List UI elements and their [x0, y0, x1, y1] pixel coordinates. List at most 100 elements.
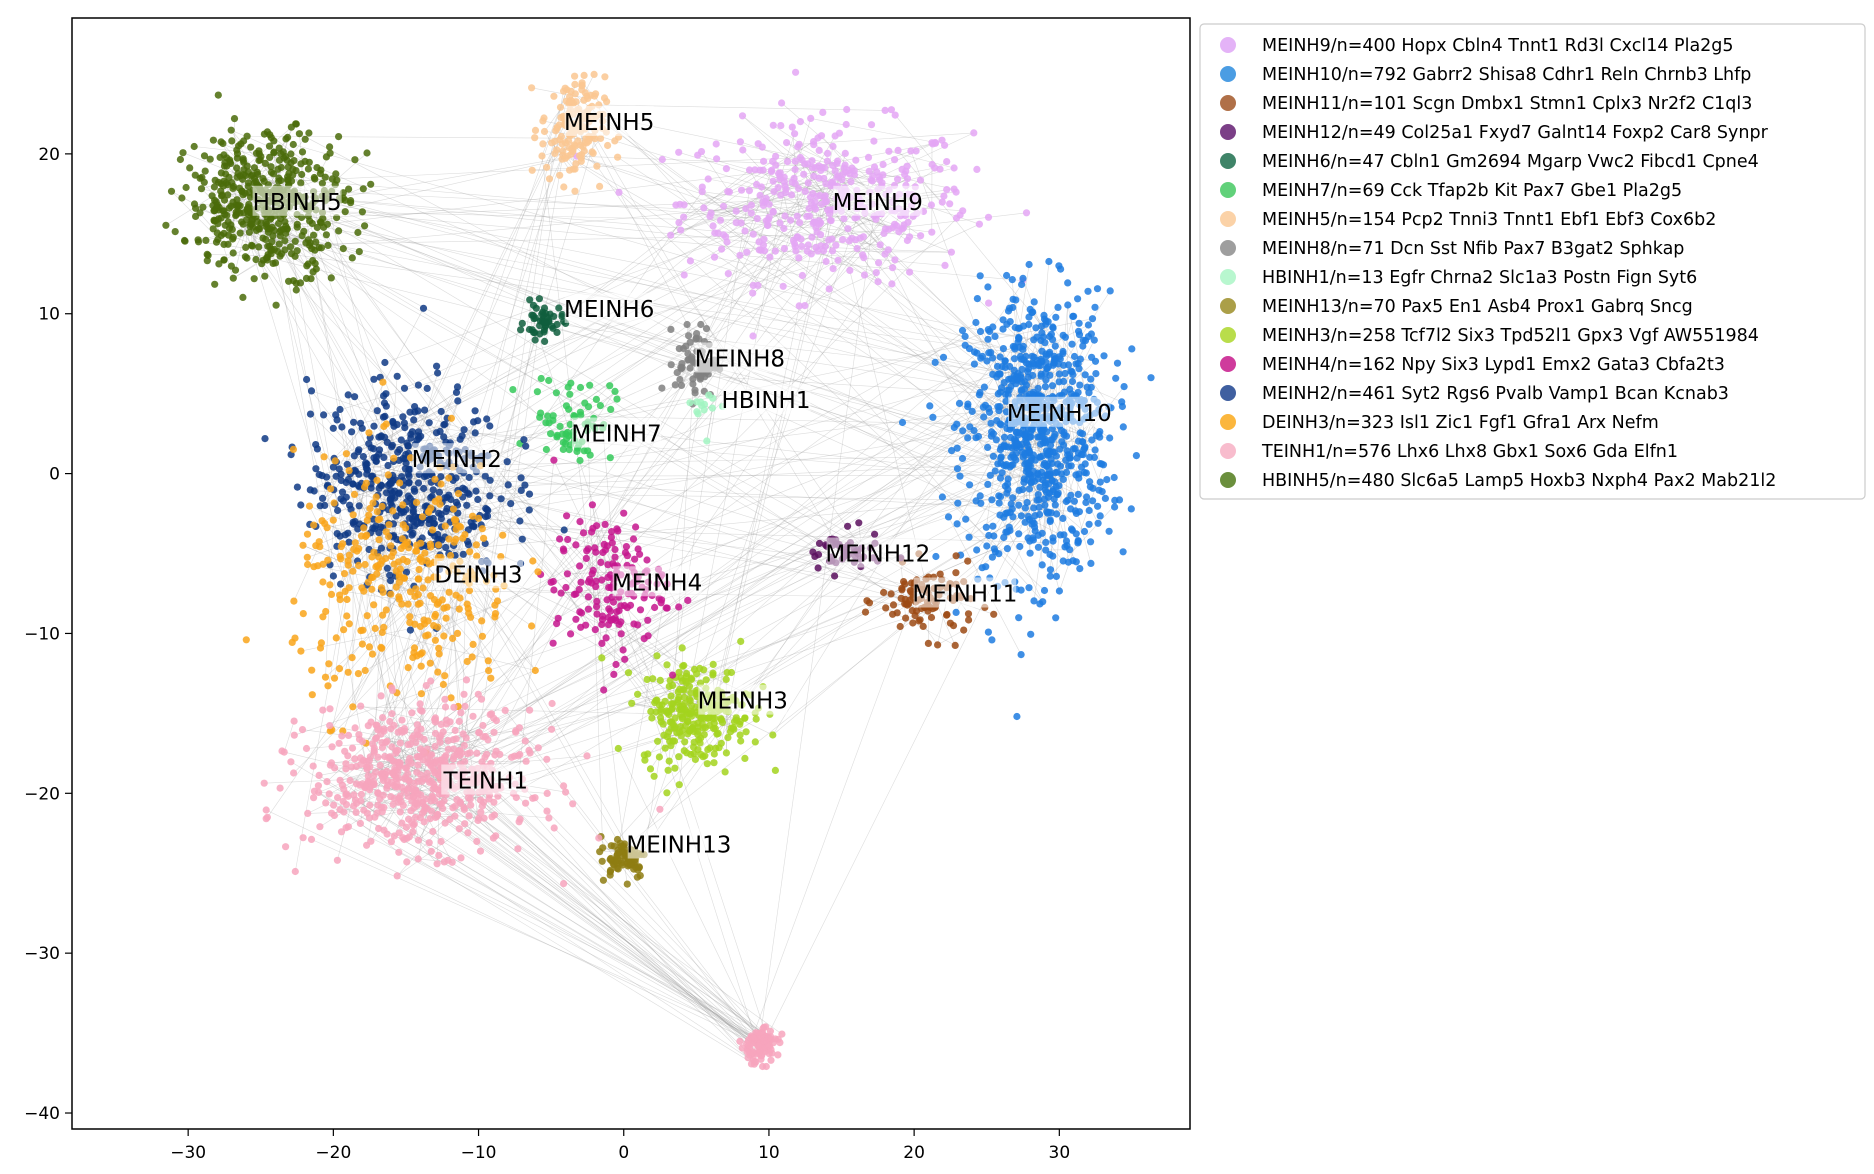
point-meinh10 — [983, 542, 991, 550]
point-meinh5 — [572, 160, 580, 168]
point-deinh3 — [440, 632, 448, 640]
point-meinh7 — [584, 403, 593, 411]
point-meinh2 — [525, 506, 533, 514]
graph-edge — [461, 84, 576, 753]
point-meinh10 — [1106, 287, 1114, 295]
point-teinh1 — [372, 734, 380, 742]
point-deinh3 — [372, 493, 380, 501]
point-meinh2 — [472, 487, 480, 495]
point-teinh1 — [487, 710, 496, 718]
point-meinh9 — [741, 227, 749, 235]
point-meinh10 — [1088, 353, 1096, 361]
point-deinh3 — [379, 588, 387, 596]
point-meinh9 — [782, 185, 790, 193]
point-teinh1 — [569, 800, 577, 808]
point-teinh1 — [260, 779, 268, 787]
point-teinh1 — [424, 775, 432, 783]
point-meinh10 — [1080, 527, 1089, 536]
point-meinh10 — [1084, 333, 1092, 341]
point-teinh1 — [440, 858, 448, 866]
point-meinh3 — [665, 682, 673, 691]
graph-edge — [709, 179, 842, 217]
point-deinh3 — [431, 636, 439, 644]
point-meinh3 — [752, 715, 760, 723]
point-meinh3 — [771, 766, 780, 775]
graph-edge — [633, 166, 875, 870]
point-teinh1 — [437, 837, 445, 846]
point-meinh10 — [1066, 546, 1074, 554]
point-meinh5 — [581, 89, 589, 97]
graph-edge — [311, 390, 913, 598]
point-meinh9 — [828, 178, 837, 186]
graph-edge — [436, 394, 1030, 629]
point-teinh1 — [344, 823, 352, 831]
point-teinh1 — [467, 801, 475, 809]
point-meinh8 — [692, 334, 700, 342]
point-meinh10 — [1014, 370, 1022, 378]
point-meinh11 — [952, 552, 960, 560]
point-meinh3 — [741, 754, 749, 763]
point-hbinh5 — [351, 156, 359, 164]
point-meinh2 — [437, 515, 445, 523]
point-teinh1 — [508, 753, 516, 761]
point-meinh10 — [1061, 369, 1069, 378]
graph-edge — [565, 587, 586, 626]
point-meinh11 — [927, 613, 936, 622]
point-meinh5 — [574, 137, 582, 145]
plot-area: MEINH9MEINH10MEINH11MEINH12MEINH6MEINH7M… — [24, 17, 1191, 1163]
point-teinh1 — [262, 815, 270, 823]
point-teinh1 — [550, 824, 558, 832]
point-teinh1 — [328, 809, 336, 817]
point-meinh9 — [835, 129, 844, 137]
point-teinh1 — [406, 740, 415, 748]
graph-edge — [544, 321, 1042, 398]
point-meinh9 — [973, 165, 981, 173]
point-meinh10 — [1059, 475, 1067, 483]
point-meinh9 — [791, 242, 799, 251]
point-meinh2 — [303, 375, 311, 384]
point-deinh3 — [350, 490, 359, 498]
point-teinh1 — [383, 737, 391, 745]
point-teinh1 — [387, 838, 395, 846]
point-meinh2 — [399, 413, 407, 421]
point-meinh10 — [1040, 586, 1049, 595]
point-meinh13 — [596, 848, 604, 856]
point-meinh9 — [805, 212, 814, 220]
point-meinh10 — [1005, 375, 1013, 383]
point-meinh9 — [885, 147, 893, 155]
point-deinh3 — [487, 674, 495, 682]
point-meinh10 — [1003, 489, 1011, 497]
point-meinh10 — [1041, 486, 1049, 494]
point-meinh3 — [680, 661, 688, 670]
point-teinh1 — [319, 706, 327, 714]
point-meinh9 — [787, 216, 795, 224]
point-meinh10 — [1016, 343, 1024, 351]
point-meinh4 — [593, 610, 601, 618]
point-meinh10 — [987, 419, 995, 427]
point-teinh1 — [481, 753, 489, 761]
point-deinh3 — [357, 627, 365, 635]
point-meinh9 — [788, 123, 796, 131]
point-meinh9 — [766, 253, 774, 261]
point-deinh3 — [412, 498, 421, 507]
point-meinh9 — [946, 200, 954, 208]
graph-edge — [229, 159, 634, 870]
point-meinh9 — [793, 212, 801, 220]
point-meinh9 — [722, 165, 731, 173]
point-deinh3 — [361, 666, 369, 675]
point-meinh2 — [393, 372, 401, 380]
point-meinh2 — [401, 465, 409, 473]
graph-edge — [561, 592, 608, 601]
point-meinh3 — [685, 726, 694, 735]
graph-edge — [792, 127, 800, 223]
point-meinh9 — [940, 192, 948, 200]
graph-edge — [460, 464, 1013, 765]
point-teinh1 — [379, 714, 387, 722]
point-meinh10 — [898, 418, 907, 427]
point-meinh10 — [1070, 352, 1079, 361]
point-meinh8 — [677, 363, 685, 371]
point-meinh9 — [823, 157, 832, 165]
point-meinh2 — [520, 436, 528, 444]
graph-edge — [409, 475, 1080, 512]
graph-edge — [341, 89, 568, 737]
